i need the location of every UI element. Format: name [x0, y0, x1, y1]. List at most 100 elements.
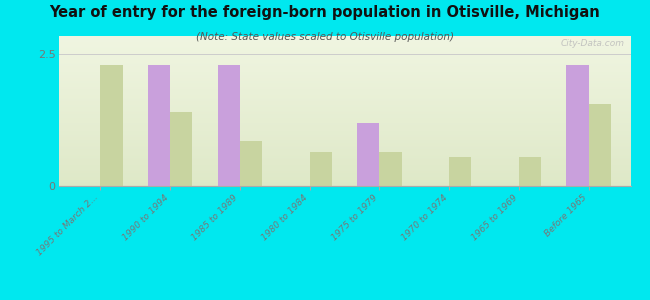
Bar: [58, 154, 630, 156]
Bar: [58, 156, 630, 158]
Bar: [58, 167, 630, 168]
Bar: [58, 52, 630, 54]
Bar: [58, 96, 630, 98]
Bar: [58, 88, 630, 90]
Bar: [58, 99, 630, 100]
Bar: [58, 164, 630, 165]
Bar: [58, 60, 630, 61]
Bar: [58, 140, 630, 141]
Bar: [58, 57, 630, 58]
Bar: [58, 158, 630, 159]
Bar: [58, 147, 630, 148]
Bar: [58, 40, 630, 42]
Bar: [58, 110, 630, 111]
Bar: [58, 69, 630, 70]
Bar: [218, 65, 240, 186]
Bar: [58, 75, 630, 76]
Bar: [309, 152, 332, 186]
Bar: [58, 184, 630, 186]
Bar: [58, 182, 630, 183]
Bar: [58, 116, 630, 117]
Bar: [58, 72, 630, 74]
Bar: [58, 144, 630, 146]
Bar: [148, 65, 170, 186]
Bar: [58, 84, 630, 86]
Bar: [58, 48, 630, 50]
Bar: [58, 76, 630, 78]
Bar: [58, 177, 630, 178]
Bar: [566, 65, 589, 186]
Bar: [58, 168, 630, 170]
Bar: [58, 81, 630, 82]
Bar: [58, 178, 630, 180]
Bar: [58, 128, 630, 129]
Bar: [58, 46, 630, 48]
Bar: [58, 114, 630, 116]
Bar: [58, 102, 630, 104]
Bar: [58, 98, 630, 99]
Bar: [58, 142, 630, 144]
Bar: [519, 157, 541, 186]
Bar: [380, 152, 402, 186]
Bar: [58, 129, 630, 130]
Bar: [170, 112, 192, 186]
Text: City-Data.com: City-Data.com: [561, 39, 625, 48]
Bar: [58, 159, 630, 160]
Bar: [58, 42, 630, 44]
Bar: [58, 63, 630, 64]
Bar: [58, 162, 630, 164]
Bar: [58, 105, 630, 106]
Bar: [58, 106, 630, 108]
Bar: [58, 61, 630, 63]
Bar: [58, 56, 630, 57]
Bar: [58, 74, 630, 75]
Bar: [58, 45, 630, 46]
Bar: [58, 160, 630, 162]
Bar: [58, 64, 630, 66]
Bar: [58, 174, 630, 176]
Bar: [58, 100, 630, 102]
Bar: [58, 146, 630, 147]
Bar: [58, 112, 630, 114]
Bar: [58, 111, 630, 112]
Bar: [58, 85, 630, 87]
Bar: [58, 148, 630, 150]
Bar: [58, 169, 630, 171]
Bar: [58, 39, 630, 40]
Bar: [58, 120, 630, 122]
Bar: [58, 51, 630, 52]
Bar: [58, 132, 630, 134]
Bar: [58, 124, 630, 126]
Bar: [58, 80, 630, 81]
Bar: [100, 65, 123, 186]
Bar: [58, 54, 630, 56]
Text: (Note: State values scaled to Otisville population): (Note: State values scaled to Otisville …: [196, 32, 454, 41]
Bar: [58, 165, 630, 166]
Bar: [58, 38, 630, 39]
Bar: [58, 70, 630, 72]
Text: Year of entry for the foreign-born population in Otisville, Michigan: Year of entry for the foreign-born popul…: [49, 4, 601, 20]
Bar: [58, 90, 630, 92]
Bar: [58, 135, 630, 136]
Bar: [58, 152, 630, 153]
Bar: [58, 68, 630, 69]
Bar: [58, 150, 630, 152]
Bar: [58, 94, 630, 96]
Bar: [58, 176, 630, 177]
Bar: [58, 93, 630, 94]
Bar: [58, 183, 630, 184]
Bar: [58, 171, 630, 172]
Bar: [58, 66, 630, 68]
Bar: [58, 118, 630, 120]
Bar: [449, 157, 471, 186]
Bar: [58, 136, 630, 138]
Bar: [58, 123, 630, 124]
Bar: [58, 117, 630, 118]
Bar: [58, 180, 630, 182]
Bar: [58, 44, 630, 45]
Bar: [58, 103, 630, 105]
Bar: [58, 153, 630, 154]
Bar: [58, 141, 630, 142]
Bar: [58, 78, 630, 80]
Bar: [58, 36, 630, 38]
